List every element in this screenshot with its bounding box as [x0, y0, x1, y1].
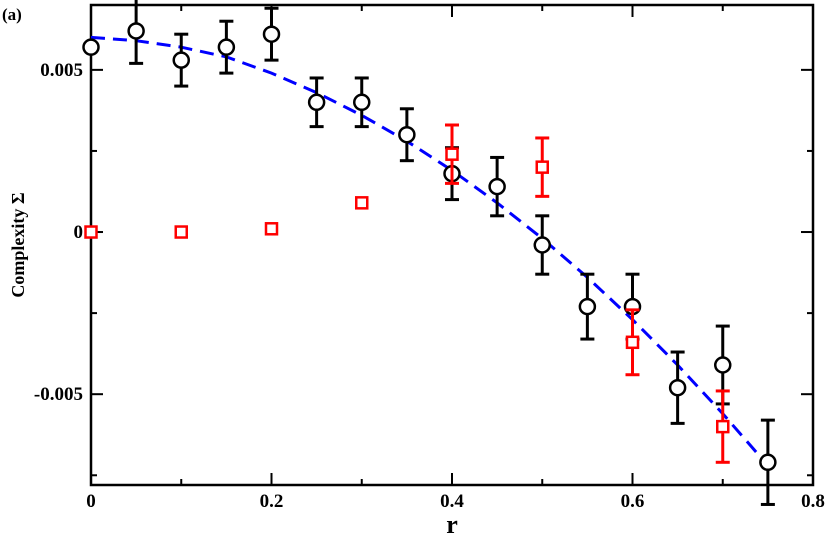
data-point-square — [625, 335, 640, 350]
data-point-circle — [353, 93, 371, 112]
data-point-square — [264, 222, 279, 236]
y-tick-label: -0.005 — [34, 384, 83, 405]
data-point-circle — [398, 125, 416, 144]
y-tick-label: 0 — [74, 222, 84, 243]
data-series — [82, 0, 777, 506]
x-tick-label: 0.6 — [621, 491, 645, 512]
x-tick-label: 0.4 — [440, 491, 464, 512]
data-point-circle — [262, 25, 281, 43]
data-point-circle — [172, 51, 190, 69]
panel-label: (a) — [2, 5, 22, 24]
data-point-circle — [217, 38, 236, 56]
y-axis-title: Complexity Σ — [8, 192, 28, 297]
data-point-circle — [714, 356, 732, 374]
x-tick-label: 0.8 — [801, 491, 825, 512]
data-point-circle — [533, 236, 551, 254]
fit-line-path — [90, 35, 770, 467]
axis-ticks — [90, 5, 814, 485]
data-point-circle — [488, 177, 506, 196]
data-point-circle — [578, 297, 597, 316]
data-point-circle — [127, 22, 145, 40]
data-point-circle — [668, 378, 687, 397]
data-point-square — [355, 196, 369, 210]
data-point-square — [84, 225, 98, 239]
y-tick-label: 0.005 — [40, 60, 83, 81]
plot-frame — [89, 3, 815, 487]
x-tick-label: 0 — [86, 491, 96, 512]
fit-curve — [90, 35, 770, 467]
axis-tick-labels: 0 0.2 0.4 0.6 0.8 -0.005 0 0.005 — [34, 60, 825, 512]
data-point-circle — [307, 93, 326, 112]
data-point-circle — [82, 38, 100, 56]
data-point-square — [174, 225, 188, 239]
data-point-square — [535, 160, 549, 174]
data-point-circle — [759, 453, 777, 472]
x-tick-label: 0.2 — [260, 491, 284, 512]
x-axis-title: r — [446, 510, 458, 536]
data-point-square — [716, 419, 730, 434]
data-point-square — [445, 147, 459, 161]
